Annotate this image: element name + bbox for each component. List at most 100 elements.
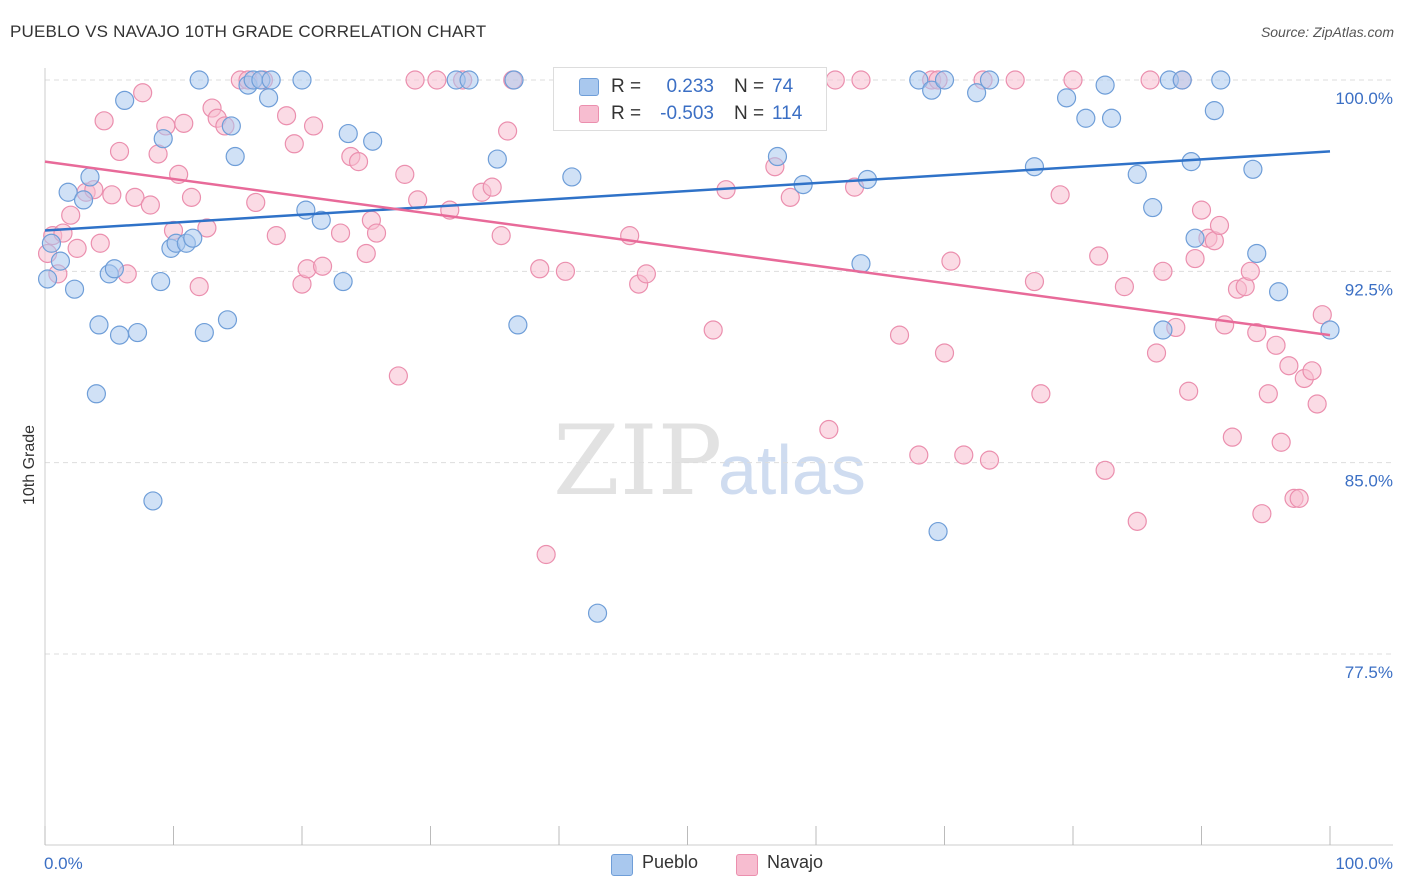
navajo-point bbox=[819, 419, 839, 440]
navajo-point bbox=[498, 121, 518, 141]
y-tick-label: 77.5% bbox=[1345, 663, 1393, 682]
x-tick-label: 0.0% bbox=[44, 854, 83, 873]
navajo-point bbox=[94, 111, 114, 131]
navajo-point bbox=[408, 190, 428, 210]
navajo-point bbox=[303, 116, 324, 136]
y-tick-label: 92.5% bbox=[1345, 280, 1393, 299]
navajo-point bbox=[889, 325, 910, 345]
navajo-point bbox=[1095, 460, 1115, 480]
pueblo-point bbox=[153, 129, 173, 149]
navajo-point bbox=[1114, 277, 1135, 297]
navajo-point bbox=[1089, 246, 1109, 266]
pueblo-point bbox=[487, 149, 507, 169]
navajo-point bbox=[366, 223, 387, 243]
pueblo-point bbox=[127, 322, 148, 343]
navajo-point bbox=[1271, 432, 1291, 452]
navajo-point bbox=[405, 70, 425, 90]
legend-n-value: 114 bbox=[772, 103, 803, 124]
watermark-atlas: atlas bbox=[718, 431, 866, 509]
navajo-point bbox=[140, 195, 160, 215]
navajo-point bbox=[1179, 381, 1199, 401]
x-tick-label: 100.0% bbox=[1335, 854, 1393, 873]
pueblo-legend-swatch bbox=[611, 854, 633, 876]
navajo-point bbox=[427, 70, 447, 90]
legend-r-label: R = bbox=[611, 103, 642, 124]
pueblo-point bbox=[261, 70, 281, 90]
pueblo-legend-label: Pueblo bbox=[642, 852, 699, 872]
navajo-point bbox=[636, 264, 656, 284]
navajo-point bbox=[266, 226, 286, 246]
legend-n-label: N = bbox=[734, 103, 765, 124]
legend-r-label: R = bbox=[611, 76, 642, 97]
navajo-point bbox=[1289, 488, 1309, 508]
pueblo-point bbox=[41, 233, 62, 253]
y-tick-label: 85.0% bbox=[1345, 472, 1393, 491]
source-label: Source: ZipAtlas.com bbox=[1260, 24, 1394, 40]
pueblo-point bbox=[333, 271, 353, 292]
legend-r-value: 0.233 bbox=[666, 76, 714, 97]
navajo-point bbox=[348, 152, 369, 172]
navajo-point bbox=[90, 233, 110, 253]
navajo-point bbox=[284, 134, 304, 154]
navajo-legend-swatch bbox=[736, 854, 758, 876]
navajo-point bbox=[67, 238, 87, 258]
pueblo-point bbox=[1185, 228, 1205, 248]
pueblo-point bbox=[311, 210, 331, 230]
pueblo-point bbox=[1247, 243, 1267, 264]
pueblo-point bbox=[194, 322, 214, 343]
navajo-point bbox=[1247, 322, 1267, 343]
navajo-point bbox=[1005, 70, 1025, 90]
pueblo-point bbox=[104, 259, 124, 279]
navajo-point bbox=[851, 70, 871, 90]
navajo-point bbox=[1153, 261, 1173, 281]
pueblo-swatch bbox=[579, 78, 599, 96]
stats-legend: R = 0.233 N = 74 R = -0.503 N = 114 bbox=[553, 67, 827, 131]
navajo-point bbox=[1209, 215, 1230, 236]
navajo-point bbox=[979, 450, 1000, 470]
pueblo-point bbox=[1153, 320, 1173, 340]
pueblo-point bbox=[1076, 108, 1096, 128]
navajo-point bbox=[1146, 343, 1167, 363]
pueblo-point bbox=[1143, 197, 1163, 218]
navajo-point bbox=[1240, 261, 1260, 281]
pueblo-point bbox=[504, 70, 524, 90]
pueblo-point bbox=[767, 146, 788, 167]
watermark-zip: ZIP bbox=[553, 405, 723, 517]
navajo-point bbox=[491, 226, 511, 246]
pueblo-point bbox=[587, 603, 608, 623]
pueblo-point bbox=[89, 315, 109, 335]
navajo-point bbox=[133, 83, 153, 103]
pueblo-point bbox=[296, 200, 316, 220]
navajo-point bbox=[312, 256, 333, 276]
y-tick-label: 100.0% bbox=[1335, 89, 1393, 108]
navajo-point bbox=[1312, 305, 1332, 325]
navajo-point bbox=[909, 445, 929, 465]
pueblo-point bbox=[221, 116, 241, 136]
navajo-point bbox=[1279, 356, 1299, 376]
navajo-point bbox=[1307, 394, 1327, 414]
navajo-legend-label: Navajo bbox=[767, 852, 824, 872]
navajo-point bbox=[246, 192, 266, 213]
pueblo-point bbox=[338, 123, 358, 144]
navajo-point bbox=[825, 70, 845, 90]
pueblo-point bbox=[143, 491, 163, 511]
navajo-point bbox=[109, 141, 130, 162]
legend-n-label: N = bbox=[734, 76, 765, 97]
legend-row-navajo: R = -0.503 N = 114 bbox=[554, 102, 826, 126]
pueblo-point bbox=[80, 167, 100, 187]
navajo-point bbox=[189, 277, 209, 297]
navajo-point bbox=[1127, 511, 1147, 531]
navajo-point bbox=[1215, 315, 1235, 335]
navajo-point bbox=[482, 177, 502, 197]
pueblo-trend-line bbox=[44, 150, 1331, 232]
pueblo-point bbox=[1095, 75, 1115, 95]
legend-r-value: -0.503 bbox=[660, 103, 714, 124]
pueblo-point bbox=[1172, 70, 1192, 90]
navajo-point bbox=[181, 187, 202, 207]
navajo-point bbox=[330, 223, 351, 243]
navajo-point bbox=[1266, 335, 1286, 355]
pueblo-point bbox=[189, 70, 209, 90]
navajo-point bbox=[536, 544, 556, 565]
navajo-point bbox=[941, 251, 961, 271]
